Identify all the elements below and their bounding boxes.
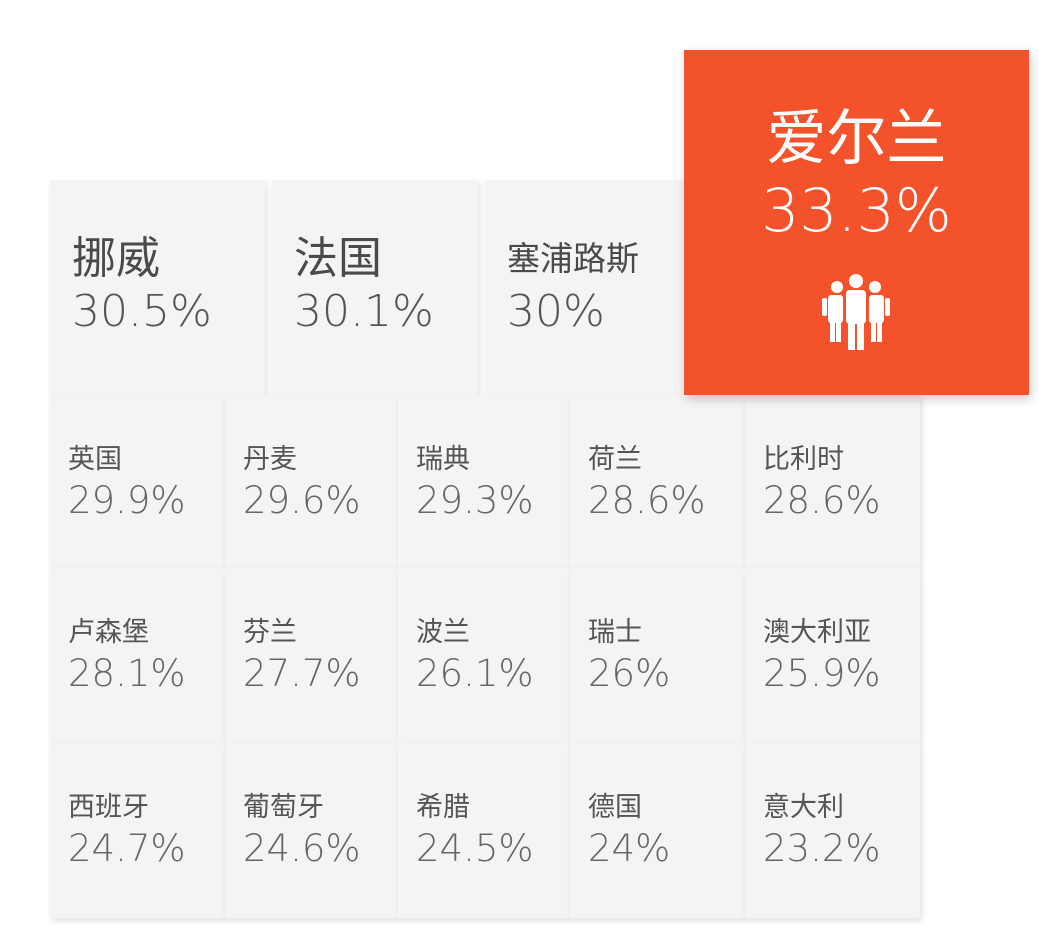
country-tile: 挪威 30.5% bbox=[50, 180, 265, 395]
country-tile: 意大利 23.2% bbox=[745, 743, 920, 918]
country-value: 29.9% bbox=[68, 479, 186, 522]
country-tile: 澳大利亚 25.9% bbox=[745, 568, 920, 743]
country-tile: 瑞典 29.3% bbox=[398, 395, 570, 568]
country-tile: 法国 30.1% bbox=[272, 180, 478, 395]
highlight-tile: 爱尔兰 33.3% bbox=[684, 50, 1029, 395]
country-tile: 芬兰 27.7% bbox=[225, 568, 398, 743]
country-value: 26.1% bbox=[416, 652, 534, 695]
country-tile: 丹麦 29.6% bbox=[225, 395, 398, 568]
highlight-name: 爱尔兰 bbox=[766, 104, 947, 174]
country-value: 30.1% bbox=[294, 286, 434, 337]
country-tile: 英国 29.9% bbox=[50, 395, 225, 568]
country-name: 西班牙 bbox=[68, 792, 149, 823]
country-name: 法国 bbox=[294, 233, 382, 284]
country-value: 24.7% bbox=[68, 827, 186, 870]
country-value: 29.6% bbox=[243, 479, 361, 522]
country-name: 波兰 bbox=[416, 617, 470, 648]
country-value: 28.6% bbox=[763, 479, 881, 522]
country-value: 24.6% bbox=[243, 827, 361, 870]
country-tile: 瑞士 26% bbox=[570, 568, 745, 743]
country-name: 葡萄牙 bbox=[243, 792, 324, 823]
country-value: 30.5% bbox=[72, 286, 212, 337]
highlight-value: 33.3% bbox=[761, 176, 952, 246]
country-name: 塞浦路斯 bbox=[507, 239, 639, 278]
country-name: 卢森堡 bbox=[68, 617, 149, 648]
country-tile: 希腊 24.5% bbox=[398, 743, 570, 918]
country-value: 27.7% bbox=[243, 652, 361, 695]
country-name: 德国 bbox=[588, 792, 642, 823]
country-tile: 德国 24% bbox=[570, 743, 745, 918]
country-name: 比利时 bbox=[763, 444, 844, 475]
country-name: 荷兰 bbox=[588, 444, 642, 475]
country-tile: 西班牙 24.7% bbox=[50, 743, 225, 918]
country-tile: 塞浦路斯 30% bbox=[485, 180, 705, 395]
country-name: 瑞典 bbox=[416, 444, 470, 475]
country-tile: 比利时 28.6% bbox=[745, 395, 920, 568]
country-tile: 波兰 26.1% bbox=[398, 568, 570, 743]
country-name: 澳大利亚 bbox=[763, 617, 871, 648]
country-name: 芬兰 bbox=[243, 617, 297, 648]
country-name: 瑞士 bbox=[588, 617, 642, 648]
country-value: 25.9% bbox=[763, 652, 881, 695]
country-value: 29.3% bbox=[416, 479, 534, 522]
country-name: 挪威 bbox=[72, 233, 160, 284]
country-value: 24.5% bbox=[416, 827, 534, 870]
country-value: 28.6% bbox=[588, 479, 706, 522]
country-name: 希腊 bbox=[416, 792, 470, 823]
country-value: 30% bbox=[507, 286, 605, 337]
country-value: 24% bbox=[588, 827, 671, 870]
country-name: 丹麦 bbox=[243, 444, 297, 475]
country-name: 英国 bbox=[68, 444, 122, 475]
country-value: 28.1% bbox=[68, 652, 186, 695]
country-tile: 荷兰 28.6% bbox=[570, 395, 745, 568]
country-name: 意大利 bbox=[763, 792, 844, 823]
country-tile: 卢森堡 28.1% bbox=[50, 568, 225, 743]
people-icon bbox=[822, 274, 890, 350]
country-value: 23.2% bbox=[763, 827, 881, 870]
country-value: 26% bbox=[588, 652, 671, 695]
country-tile: 葡萄牙 24.6% bbox=[225, 743, 398, 918]
